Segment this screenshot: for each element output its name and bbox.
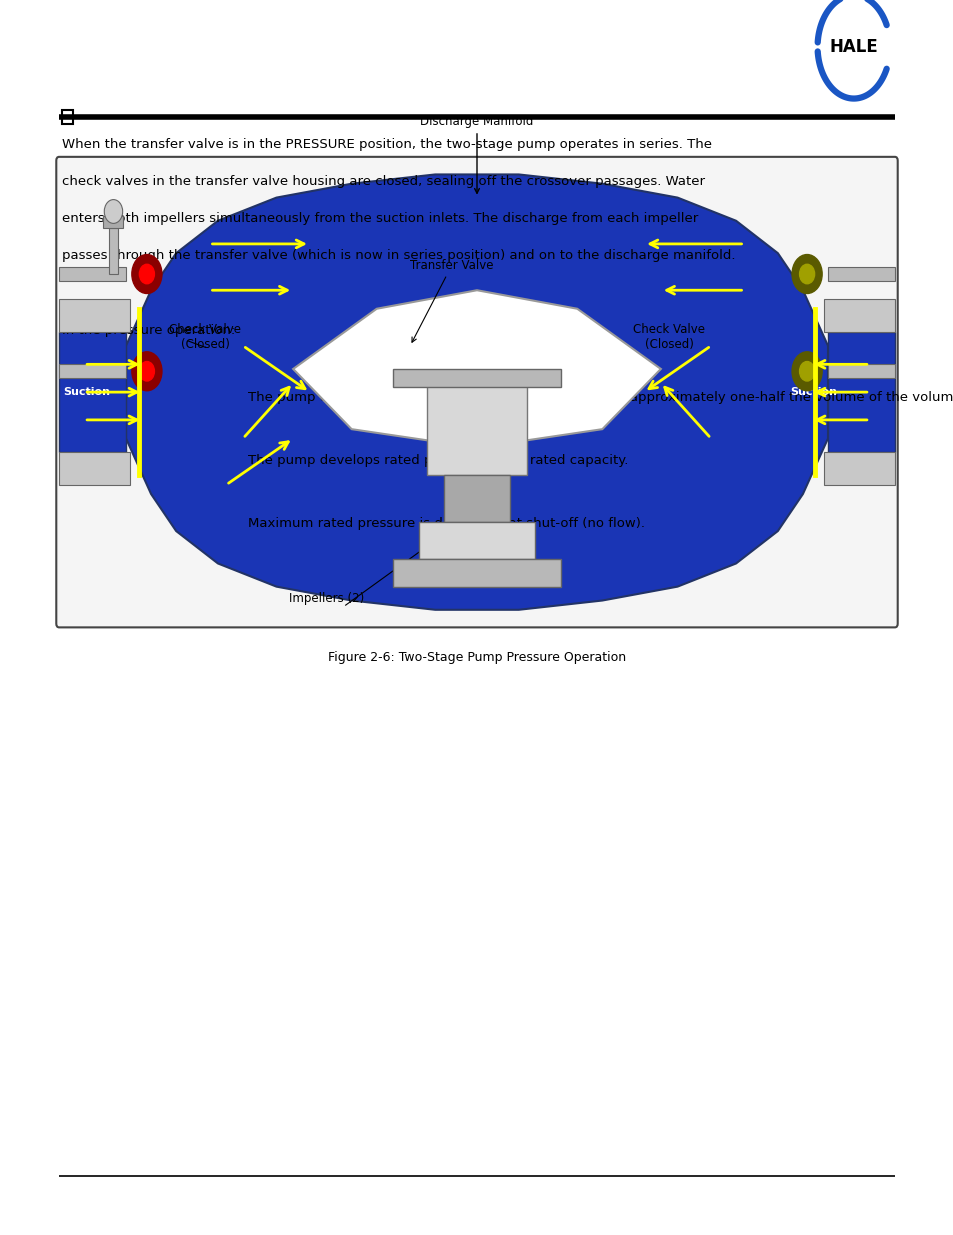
Bar <box>103 216 123 227</box>
Text: The pump develops approximately twice the pressure at approximately one-half the: The pump develops approximately twice th… <box>248 391 953 404</box>
Polygon shape <box>426 383 527 475</box>
Circle shape <box>139 362 154 382</box>
Text: Impellers (2): Impellers (2) <box>289 592 364 605</box>
Polygon shape <box>393 369 560 388</box>
Polygon shape <box>59 452 130 485</box>
Circle shape <box>139 264 154 284</box>
Text: In the pressure operation:: In the pressure operation: <box>62 324 235 337</box>
Bar <box>223 520 232 531</box>
Circle shape <box>799 264 814 284</box>
Polygon shape <box>823 300 894 332</box>
Circle shape <box>104 200 123 224</box>
Text: enters both impellers simultaneously from the suction inlets. The discharge from: enters both impellers simultaneously fro… <box>62 212 698 226</box>
Text: Check Valve
(Closed): Check Valve (Closed) <box>170 322 241 351</box>
Circle shape <box>791 352 821 390</box>
Polygon shape <box>443 475 510 522</box>
Circle shape <box>132 352 162 390</box>
Bar <box>110 227 117 274</box>
Bar <box>59 267 126 282</box>
Circle shape <box>799 362 814 382</box>
Polygon shape <box>393 558 560 587</box>
Text: HALE: HALE <box>828 38 878 56</box>
Text: Discharge Manifold: Discharge Manifold <box>420 115 533 193</box>
Bar <box>223 457 232 468</box>
Polygon shape <box>126 174 827 610</box>
Text: Suction: Suction <box>789 387 837 398</box>
Text: Suction: Suction <box>63 387 111 398</box>
Polygon shape <box>293 290 660 448</box>
Bar <box>827 267 894 282</box>
Text: Figure 2-6: Two-Stage Pump Pressure Operation: Figure 2-6: Two-Stage Pump Pressure Oper… <box>328 651 625 664</box>
Text: passes through the transfer valve (which is now in series position) and on to th: passes through the transfer valve (which… <box>62 249 735 263</box>
Text: When the transfer valve is in the PRESSURE position, the two-stage pump operates: When the transfer valve is in the PRESSU… <box>62 138 711 152</box>
Text: Transfer Valve: Transfer Valve <box>410 258 493 342</box>
Text: check valves in the transfer valve housing are closed, sealing off the crossover: check valves in the transfer valve housi… <box>62 175 704 189</box>
Circle shape <box>132 254 162 294</box>
Polygon shape <box>823 452 894 485</box>
Text: The pump develops rated pressure at the rated capacity.: The pump develops rated pressure at the … <box>248 454 628 467</box>
Polygon shape <box>418 522 535 558</box>
Circle shape <box>791 254 821 294</box>
Text: Maximum rated pressure is developed at shut-off (no flow).: Maximum rated pressure is developed at s… <box>248 517 644 530</box>
FancyBboxPatch shape <box>56 157 897 627</box>
Polygon shape <box>59 300 130 332</box>
Bar <box>59 364 126 378</box>
Bar <box>827 364 894 378</box>
Polygon shape <box>59 332 126 452</box>
Bar <box>62 110 72 124</box>
Bar <box>223 394 232 405</box>
Polygon shape <box>827 332 894 452</box>
Text: Check Valve
(Closed): Check Valve (Closed) <box>633 322 704 351</box>
